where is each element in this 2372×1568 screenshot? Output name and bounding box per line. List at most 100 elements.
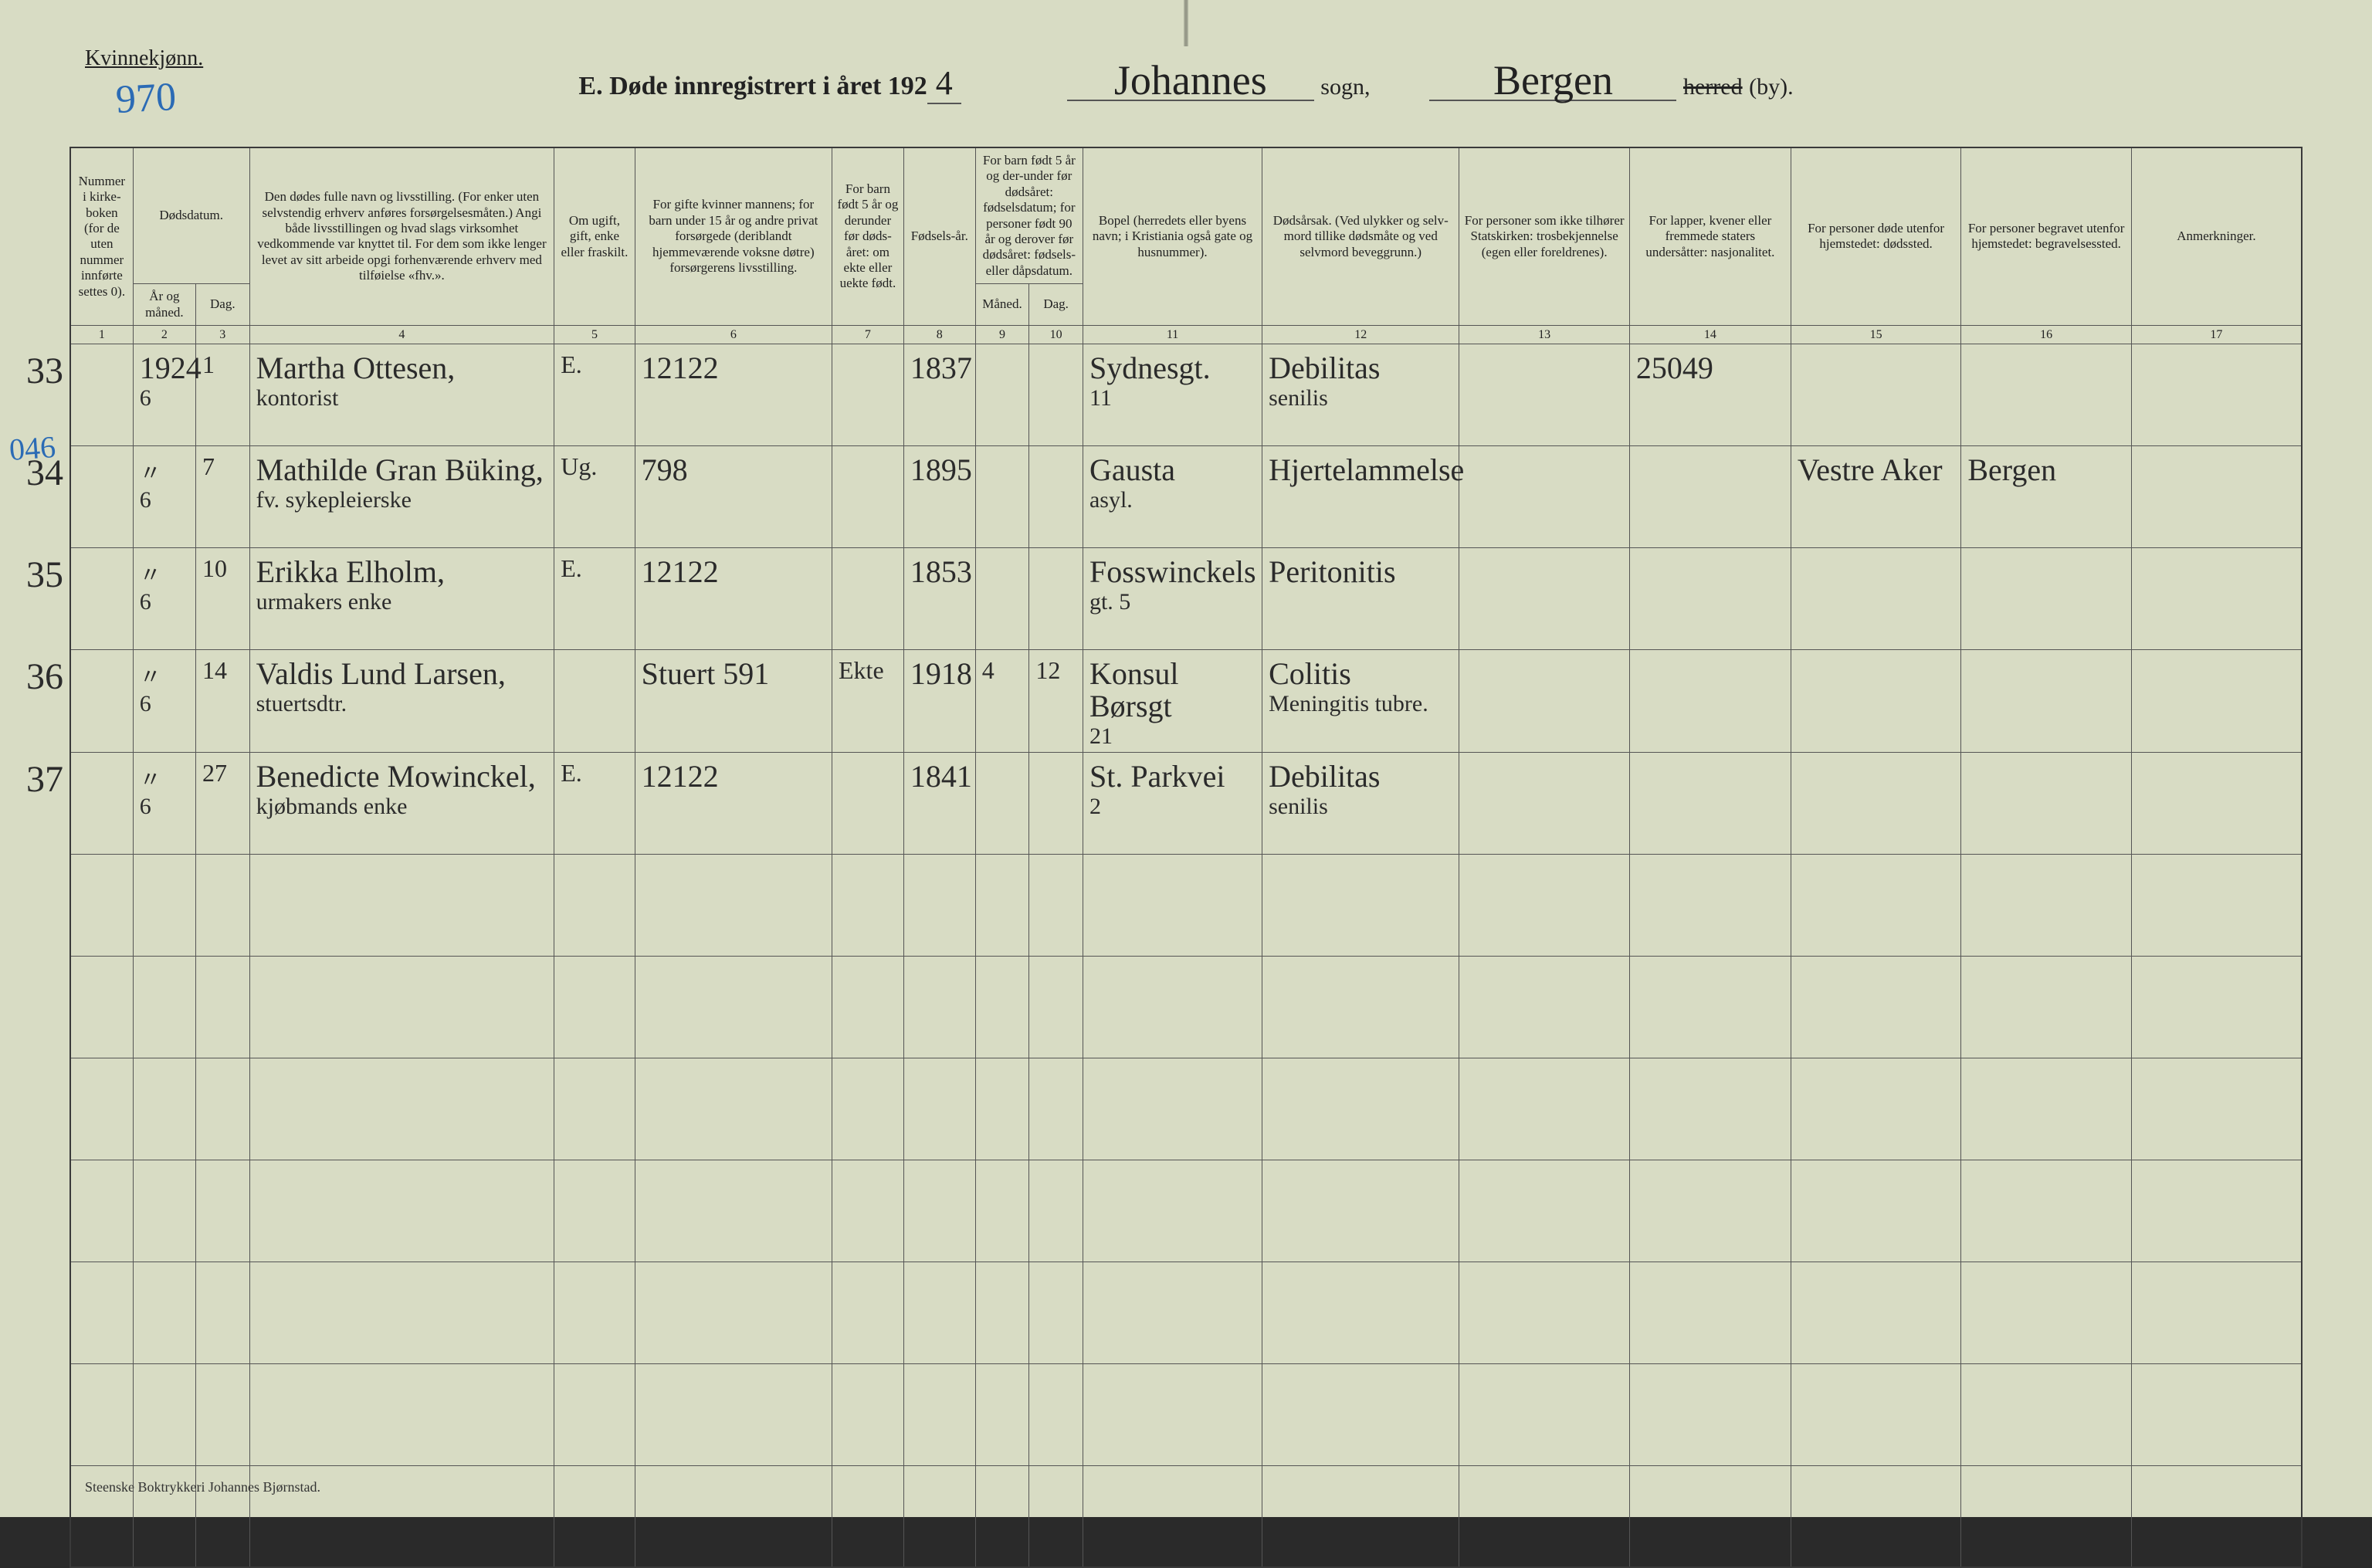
col-header: For barn født 5 år og der-under før døds…: [975, 147, 1083, 284]
cell-text: 1853: [910, 554, 972, 589]
cell-blank: [1629, 956, 1791, 1058]
cell-c3: 14: [195, 650, 249, 753]
cell-blank: [1083, 956, 1262, 1058]
col-subheader: Måned.: [975, 284, 1029, 326]
col-header: Nummer i kirke-boken (for de uten nummer…: [70, 147, 133, 325]
cell-c15: [1791, 344, 1961, 446]
col-number: 17: [2131, 325, 2302, 344]
cell-c5: E.: [554, 344, 635, 446]
cell-c1: 35: [70, 548, 133, 650]
table-row: 37〃627Benedicte Mowinckel,kjøbmands enke…: [70, 752, 2302, 854]
cell-blank: [2131, 1160, 2302, 1262]
cell-blank: [1791, 1058, 1961, 1160]
cell-blank: [554, 854, 635, 956]
cell-c11: Gaustaasyl.: [1083, 446, 1262, 548]
cell-text: Konsul Børsgt: [1089, 656, 1179, 723]
col-number: 4: [249, 325, 554, 344]
cell-text: gt. 5: [1089, 590, 1255, 615]
cell-blank: [635, 1058, 832, 1160]
cell-text: E.: [561, 351, 582, 378]
cell-blank: [832, 956, 904, 1058]
death-register-table: Nummer i kirke-boken (for de uten nummer…: [69, 147, 2303, 1568]
col-header: Fødsels-år.: [903, 147, 975, 325]
cell-text: 21: [1089, 724, 1255, 749]
cell-text: 12122: [642, 759, 719, 794]
cell-c16: [1961, 548, 2132, 650]
cell-c15: [1791, 752, 1961, 854]
name-main: Mathilde Gran Büking,: [256, 452, 544, 487]
table-header: Nummer i kirke-boken (for de uten nummer…: [70, 147, 2302, 344]
cell-c9: [975, 446, 1029, 548]
cell-c1: 37: [70, 752, 133, 854]
cell-blank: [1459, 854, 1630, 956]
cell-blank: [133, 956, 195, 1058]
table-row: 33192461Martha Ottesen,kontoristE.121221…: [70, 344, 2302, 446]
cell-blank: [1961, 956, 2132, 1058]
cell-c4: Mathilde Gran Büking,fv. sykepleierske: [249, 446, 554, 548]
name-main: Valdis Lund Larsen,: [256, 656, 506, 691]
cell-c8: 1918: [903, 650, 975, 753]
cell-c1: 34046: [70, 446, 133, 548]
cell-text: 1837: [910, 351, 972, 385]
cell-blank: [635, 854, 832, 956]
table-row: 36〃614Valdis Lund Larsen,stuertsdtr.Stue…: [70, 650, 2302, 753]
cell-c11: Konsul Børsgt21: [1083, 650, 1262, 753]
cell-blank: [133, 1262, 195, 1363]
cell-blank: [1029, 1058, 1083, 1160]
cell-c2: 〃6: [133, 446, 195, 548]
cell-blank: [1791, 1363, 1961, 1465]
cell-blank: [1083, 1363, 1262, 1465]
cell-blank: [133, 1058, 195, 1160]
col-header: Anmerkninger.: [2131, 147, 2302, 325]
cell-blank: [903, 1160, 975, 1262]
cell-c1: 33: [70, 344, 133, 446]
cell-c4: Martha Ottesen,kontorist: [249, 344, 554, 446]
cell-text: 798: [642, 452, 688, 487]
cell-text: Ug.: [561, 452, 597, 480]
cell-blank: [554, 956, 635, 1058]
title-year-digit: 4: [927, 63, 961, 104]
cell-blank: [195, 1262, 249, 1363]
cell-blank: [249, 1363, 554, 1465]
cell-blank: [1961, 1363, 2132, 1465]
cell-text: 12122: [642, 351, 719, 385]
cell-c17: [2131, 446, 2302, 548]
cell-c17: [2131, 548, 2302, 650]
col-number: 1: [70, 325, 133, 344]
cell-text: 12: [1035, 656, 1060, 684]
cell-c16: [1961, 752, 2132, 854]
cell-text: Bergen: [1967, 452, 2056, 487]
cell-blank: [1029, 956, 1083, 1058]
cell-c7: [832, 548, 904, 650]
book-spine-shadow: [1184, 0, 1188, 46]
cell-c14: [1629, 752, 1791, 854]
cell-blank: [975, 1363, 1029, 1465]
cell-blank: [1029, 1465, 1083, 1567]
table-row-blank: [70, 854, 2302, 956]
cell-blank: [195, 1058, 249, 1160]
cell-c5: E.: [554, 752, 635, 854]
cell-blank: [903, 854, 975, 956]
cell-c12: Peritonitis: [1262, 548, 1459, 650]
sogn-handwritten: Johannes: [1067, 62, 1314, 101]
cell-c2: 〃6: [133, 650, 195, 753]
cell-text: 1: [202, 351, 215, 378]
cell-blank: [1262, 1262, 1459, 1363]
cell-text: asyl.: [1089, 488, 1255, 513]
cell-c10: 12: [1029, 650, 1083, 753]
cell-text: 2: [1089, 794, 1255, 819]
cell-blank: [2131, 956, 2302, 1058]
cell-blank: [2131, 1058, 2302, 1160]
cell-c8: 1837: [903, 344, 975, 446]
cell-blank: [832, 1363, 904, 1465]
cell-c12: Hjertelammelse: [1262, 446, 1459, 548]
col-header: For personer døde utenfor hjemstedet: dø…: [1791, 147, 1961, 325]
name-sub: stuertsdtr.: [256, 692, 548, 716]
cell-c6: 12122: [635, 752, 832, 854]
col-number: 3: [195, 325, 249, 344]
col-header: Om ugift, gift, enke eller fraskilt.: [554, 147, 635, 325]
cell-blank: [70, 854, 133, 956]
col-number: 12: [1262, 325, 1459, 344]
cell-blank: [1791, 1160, 1961, 1262]
cell-blank: [903, 1363, 975, 1465]
